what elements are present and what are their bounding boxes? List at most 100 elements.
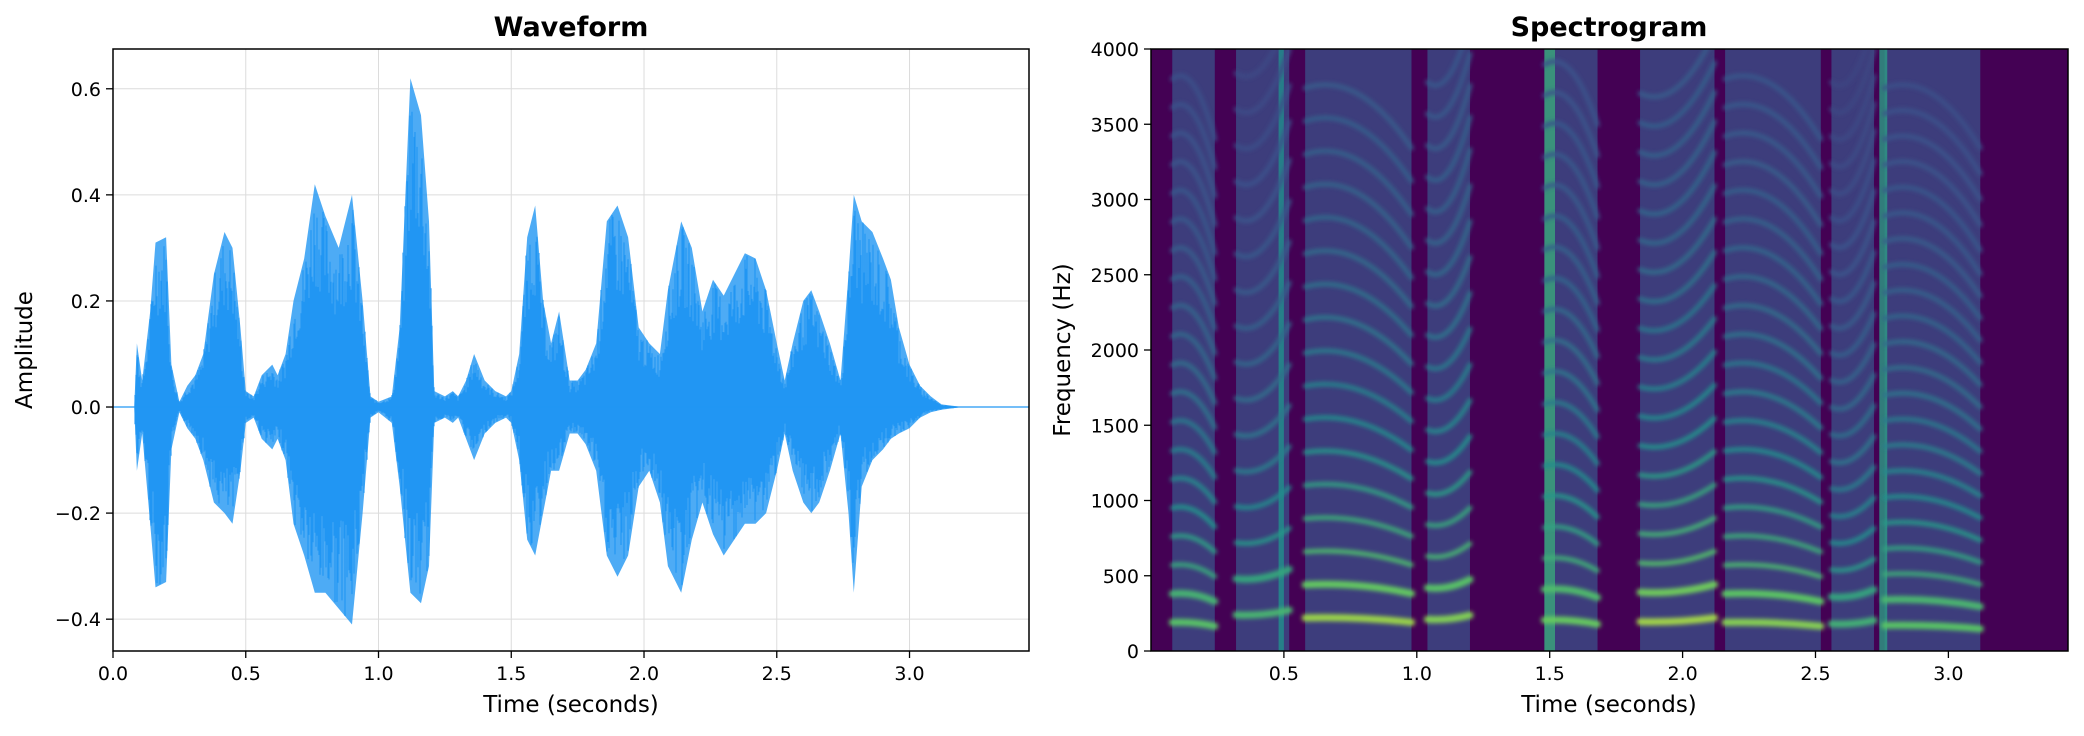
spectrogram-harmonic <box>1302 215 1414 281</box>
spectrogram-harmonic <box>1829 219 1877 277</box>
spectrogram-harmonic <box>1232 565 1293 583</box>
spectrogram-harmonic <box>1170 159 1218 228</box>
spectrogram-harmonic <box>1425 49 1465 88</box>
spectrogram-harmonic <box>1722 216 1824 282</box>
spectrogram-harmonic <box>1425 326 1473 371</box>
spectrogram-harmonic <box>1542 151 1600 220</box>
spectrogram-x-tick-label: 2.5 <box>1800 663 1830 685</box>
spectrogram-harmonic <box>1637 216 1717 275</box>
waveform-x-ticks: 0.0 0.5 1.0 1.5 2.0 2.5 3.0 <box>98 651 925 685</box>
spectrogram-harmonic <box>1827 586 1878 601</box>
spectrogram-harmonic <box>1829 311 1877 358</box>
spectrogram-harmonic <box>1637 183 1717 246</box>
spectrogram-harmonic <box>1425 433 1473 465</box>
spectrogram-harmonic <box>1637 349 1717 392</box>
spectrogram-harmonic <box>1882 159 1983 228</box>
spectrogram-harmonic <box>1233 444 1292 474</box>
spectrogram-harmonic <box>1425 254 1473 309</box>
spectrogram-harmonic <box>1168 589 1219 605</box>
spectrogram-harmonic <box>1637 249 1717 304</box>
spectrogram-harmonic <box>1882 365 1983 410</box>
spectrogram-harmonic <box>1829 280 1877 331</box>
spectrogram-harmonic <box>1170 216 1218 282</box>
spectrogram-harmonic <box>1233 49 1277 79</box>
spectrogram-segment-6 <box>1725 49 1821 651</box>
spectrogram-harmonic <box>1423 575 1474 592</box>
spectrogram-y-tick-label: 0 <box>1127 641 1139 663</box>
spectrogram-harmonic <box>1302 115 1414 184</box>
spectrogram-x-ticks: 0.5 1.0 1.5 2.0 2.5 3.0 <box>1269 651 1964 685</box>
spectrogram-harmonic <box>1425 362 1473 403</box>
spectrogram-harmonic <box>1233 83 1292 151</box>
waveform-y-tick-label: 0.0 <box>71 397 101 419</box>
spectrogram-harmonic <box>1542 462 1600 493</box>
waveform-y-tick-label: −0.4 <box>55 609 101 631</box>
spectrogram-harmonic <box>1722 331 1824 381</box>
spectrogram-y-axis-label: Frequency (Hz) <box>1050 263 1076 436</box>
spectrogram-harmonic <box>1425 398 1473 434</box>
spectrogram-harmonic <box>1829 341 1877 385</box>
spectrogram-harmonic <box>1302 148 1414 217</box>
spectrogram-harmonic <box>1829 495 1877 519</box>
waveform-x-tick-label: 0.5 <box>231 663 261 685</box>
spectrogram-harmonic <box>1540 585 1601 601</box>
waveform-title: Waveform <box>494 12 649 43</box>
spectrogram-harmonic <box>1302 415 1414 453</box>
spectrogram-harmonic <box>1425 505 1473 528</box>
spectrogram-y-tick-label: 1500 <box>1091 415 1139 437</box>
spectrogram-harmonic <box>1829 372 1877 412</box>
spectrogram-harmonic <box>1722 562 1824 579</box>
spectrogram-harmonic <box>1882 133 1983 202</box>
spectrogram-harmonic <box>1423 611 1474 624</box>
spectrogram-harmonic <box>1722 245 1824 307</box>
spectrogram-harmonic <box>1829 128 1877 197</box>
spectrogram-x-tick-label: 0.5 <box>1269 663 1299 685</box>
spectrogram-harmonic <box>1722 533 1824 555</box>
spectrogram-harmonic <box>1542 555 1600 573</box>
spectrogram-harmonic <box>1722 360 1824 406</box>
spectrogram-y-tick-label: 2500 <box>1091 265 1139 287</box>
spectrogram-harmonic <box>1540 616 1601 628</box>
spectrogram-x-axis-label: Time (seconds) <box>1520 692 1697 718</box>
spectrogram-harmonic <box>1882 571 1983 587</box>
spectrogram-harmonic <box>1542 213 1600 279</box>
spectrogram-harmonic <box>1542 90 1600 158</box>
waveform-y-tick-label: 0.2 <box>71 291 101 313</box>
spectrogram-harmonic <box>1882 210 1983 277</box>
spectrogram-harmonic <box>1233 198 1292 259</box>
waveform-y-tick-label: 0.4 <box>71 185 101 207</box>
spectrogram-y-tick-label: 500 <box>1103 566 1139 588</box>
spectrogram-harmonic <box>1233 485 1292 510</box>
spectrogram-harmonic <box>1882 545 1983 565</box>
spectrogram-harmonic <box>1302 515 1414 539</box>
spectrogram-harmonic <box>1722 447 1824 480</box>
spectrogram-harmonic <box>1829 49 1877 115</box>
spectrogram-harmonic <box>1882 416 1983 454</box>
spectrogram-fricative-1 <box>1544 49 1556 651</box>
spectrogram-harmonic <box>1637 283 1717 333</box>
spectrogram-harmonic <box>1233 321 1292 367</box>
spectrogram-harmonic <box>1425 469 1473 497</box>
spectrogram-harmonic <box>1542 337 1600 386</box>
spectrogram-harmonic <box>1636 581 1718 597</box>
spectrogram-harmonic <box>1829 464 1877 492</box>
spectrogram-harmonic <box>1721 589 1825 605</box>
spectrogram-y-tick-label: 4000 <box>1091 39 1139 61</box>
spectrogram-panel: Spectrogram 0.5 1.0 1.5 2.0 2.5 3.0 0 500 1000 1… <box>1050 12 2069 718</box>
spectrogram-harmonic <box>1829 188 1877 250</box>
spectrogram-harmonic <box>1637 416 1717 450</box>
waveform-x-tick-label: 3.0 <box>894 663 924 685</box>
spectrogram-harmonic <box>1302 548 1414 568</box>
waveform-y-tick-label: 0.6 <box>71 79 101 101</box>
spectrogram-harmonic <box>1425 51 1473 120</box>
spectrogram-harmonic <box>1882 339 1983 388</box>
waveform-x-tick-label: 1.5 <box>496 663 526 685</box>
spectrogram-harmonic <box>1170 533 1218 555</box>
spectrogram-harmonic <box>1722 73 1824 142</box>
waveform-x-tick-label: 0.0 <box>98 663 128 685</box>
spectrogram-harmonic <box>1170 73 1218 142</box>
spectrogram-harmonic <box>1301 614 1415 626</box>
spectrogram-harmonic <box>1170 504 1218 530</box>
spectrogram-harmonic <box>1233 525 1292 546</box>
